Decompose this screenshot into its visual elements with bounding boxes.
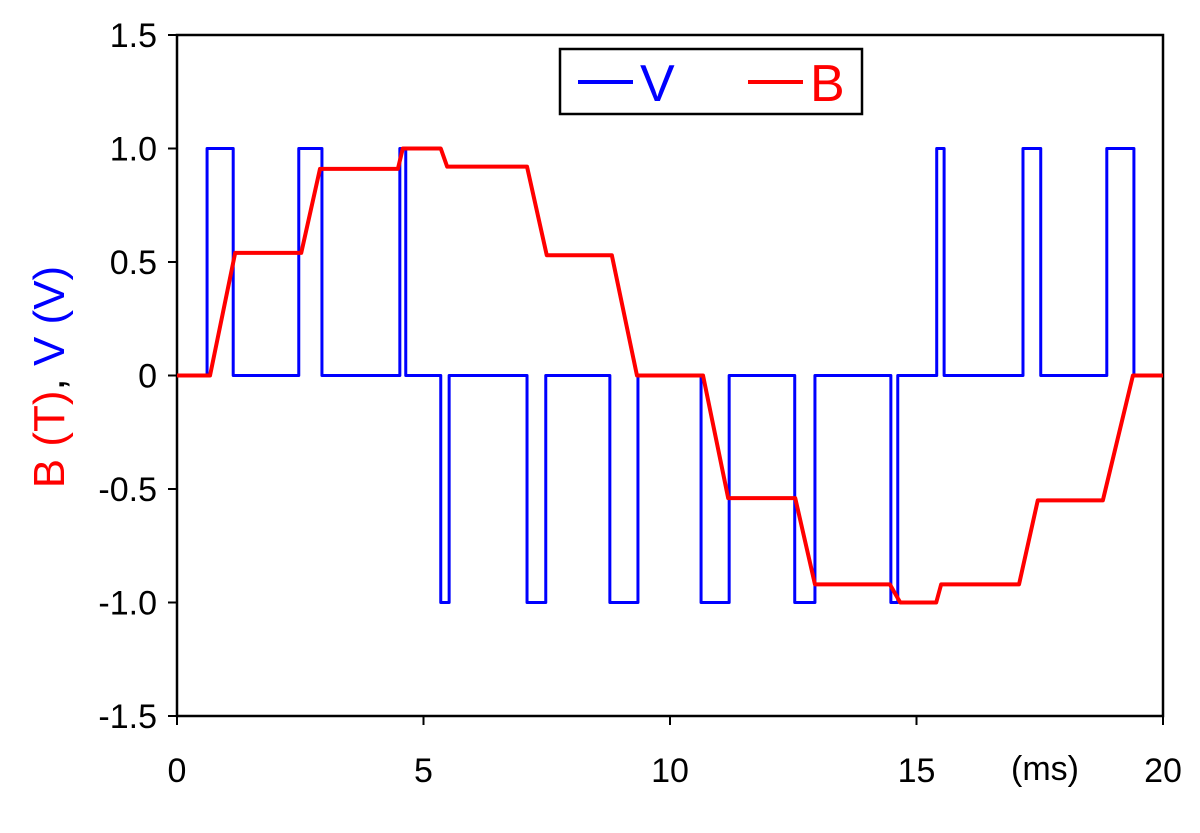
x-tick-label: 20	[1144, 752, 1182, 790]
y-axis-label-text: B (T), V (V)	[25, 266, 74, 488]
legend-label: B	[810, 55, 845, 113]
y-tick-label: -1.5	[98, 698, 157, 736]
y-tick-label: -0.5	[98, 471, 157, 509]
y-axis-label-part: V (V)	[25, 266, 74, 366]
y-tick-label: 0.5	[110, 244, 157, 282]
y-axis-label-part: B (T)	[25, 390, 74, 488]
x-tick-label: 15	[898, 752, 936, 790]
y-axis-label: B (T), V (V)	[25, 266, 74, 488]
y-tick-label: 0	[138, 358, 157, 396]
x-tick-label: 10	[651, 752, 689, 790]
series-group	[177, 146, 1163, 605]
series-line-B	[177, 146, 1163, 605]
x-tick-label: 5	[414, 752, 433, 790]
y-tick-label: -1.0	[98, 585, 157, 623]
x-axis-label: (ms)	[1011, 750, 1079, 788]
axes: 1.5 1.0 0.5 0 -0.5 -1.0 -1.5 0 5 10 15 20	[98, 17, 1182, 790]
x-tick-label: 0	[168, 752, 187, 790]
y-tick-label: 1.5	[110, 17, 157, 55]
legend-label: V	[640, 55, 675, 113]
y-tick-label: 1.0	[110, 131, 157, 169]
y-axis-label-part: ,	[25, 366, 74, 390]
